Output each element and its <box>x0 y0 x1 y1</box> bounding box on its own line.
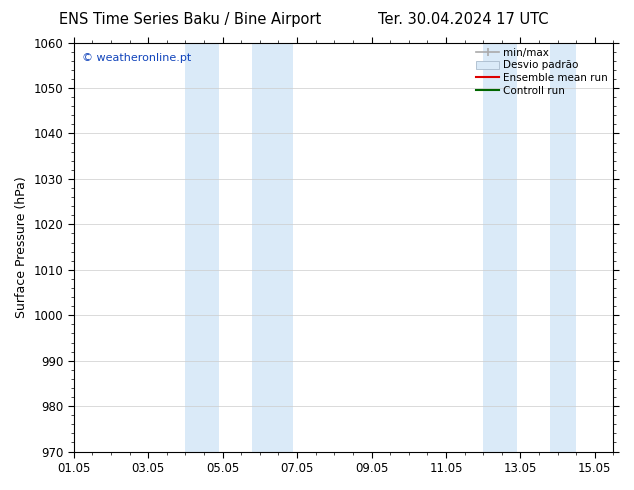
Text: Ter. 30.04.2024 17 UTC: Ter. 30.04.2024 17 UTC <box>378 12 548 27</box>
Y-axis label: Surface Pressure (hPa): Surface Pressure (hPa) <box>15 176 28 318</box>
Text: ENS Time Series Baku / Bine Airport: ENS Time Series Baku / Bine Airport <box>59 12 321 27</box>
Bar <box>252 43 294 452</box>
Bar <box>185 43 219 452</box>
Text: © weatheronline.pt: © weatheronline.pt <box>82 53 191 63</box>
Bar <box>550 43 576 452</box>
Bar <box>483 43 517 452</box>
Legend: min/max, Desvio padrão, Ensemble mean run, Controll run: min/max, Desvio padrão, Ensemble mean ru… <box>474 46 611 98</box>
